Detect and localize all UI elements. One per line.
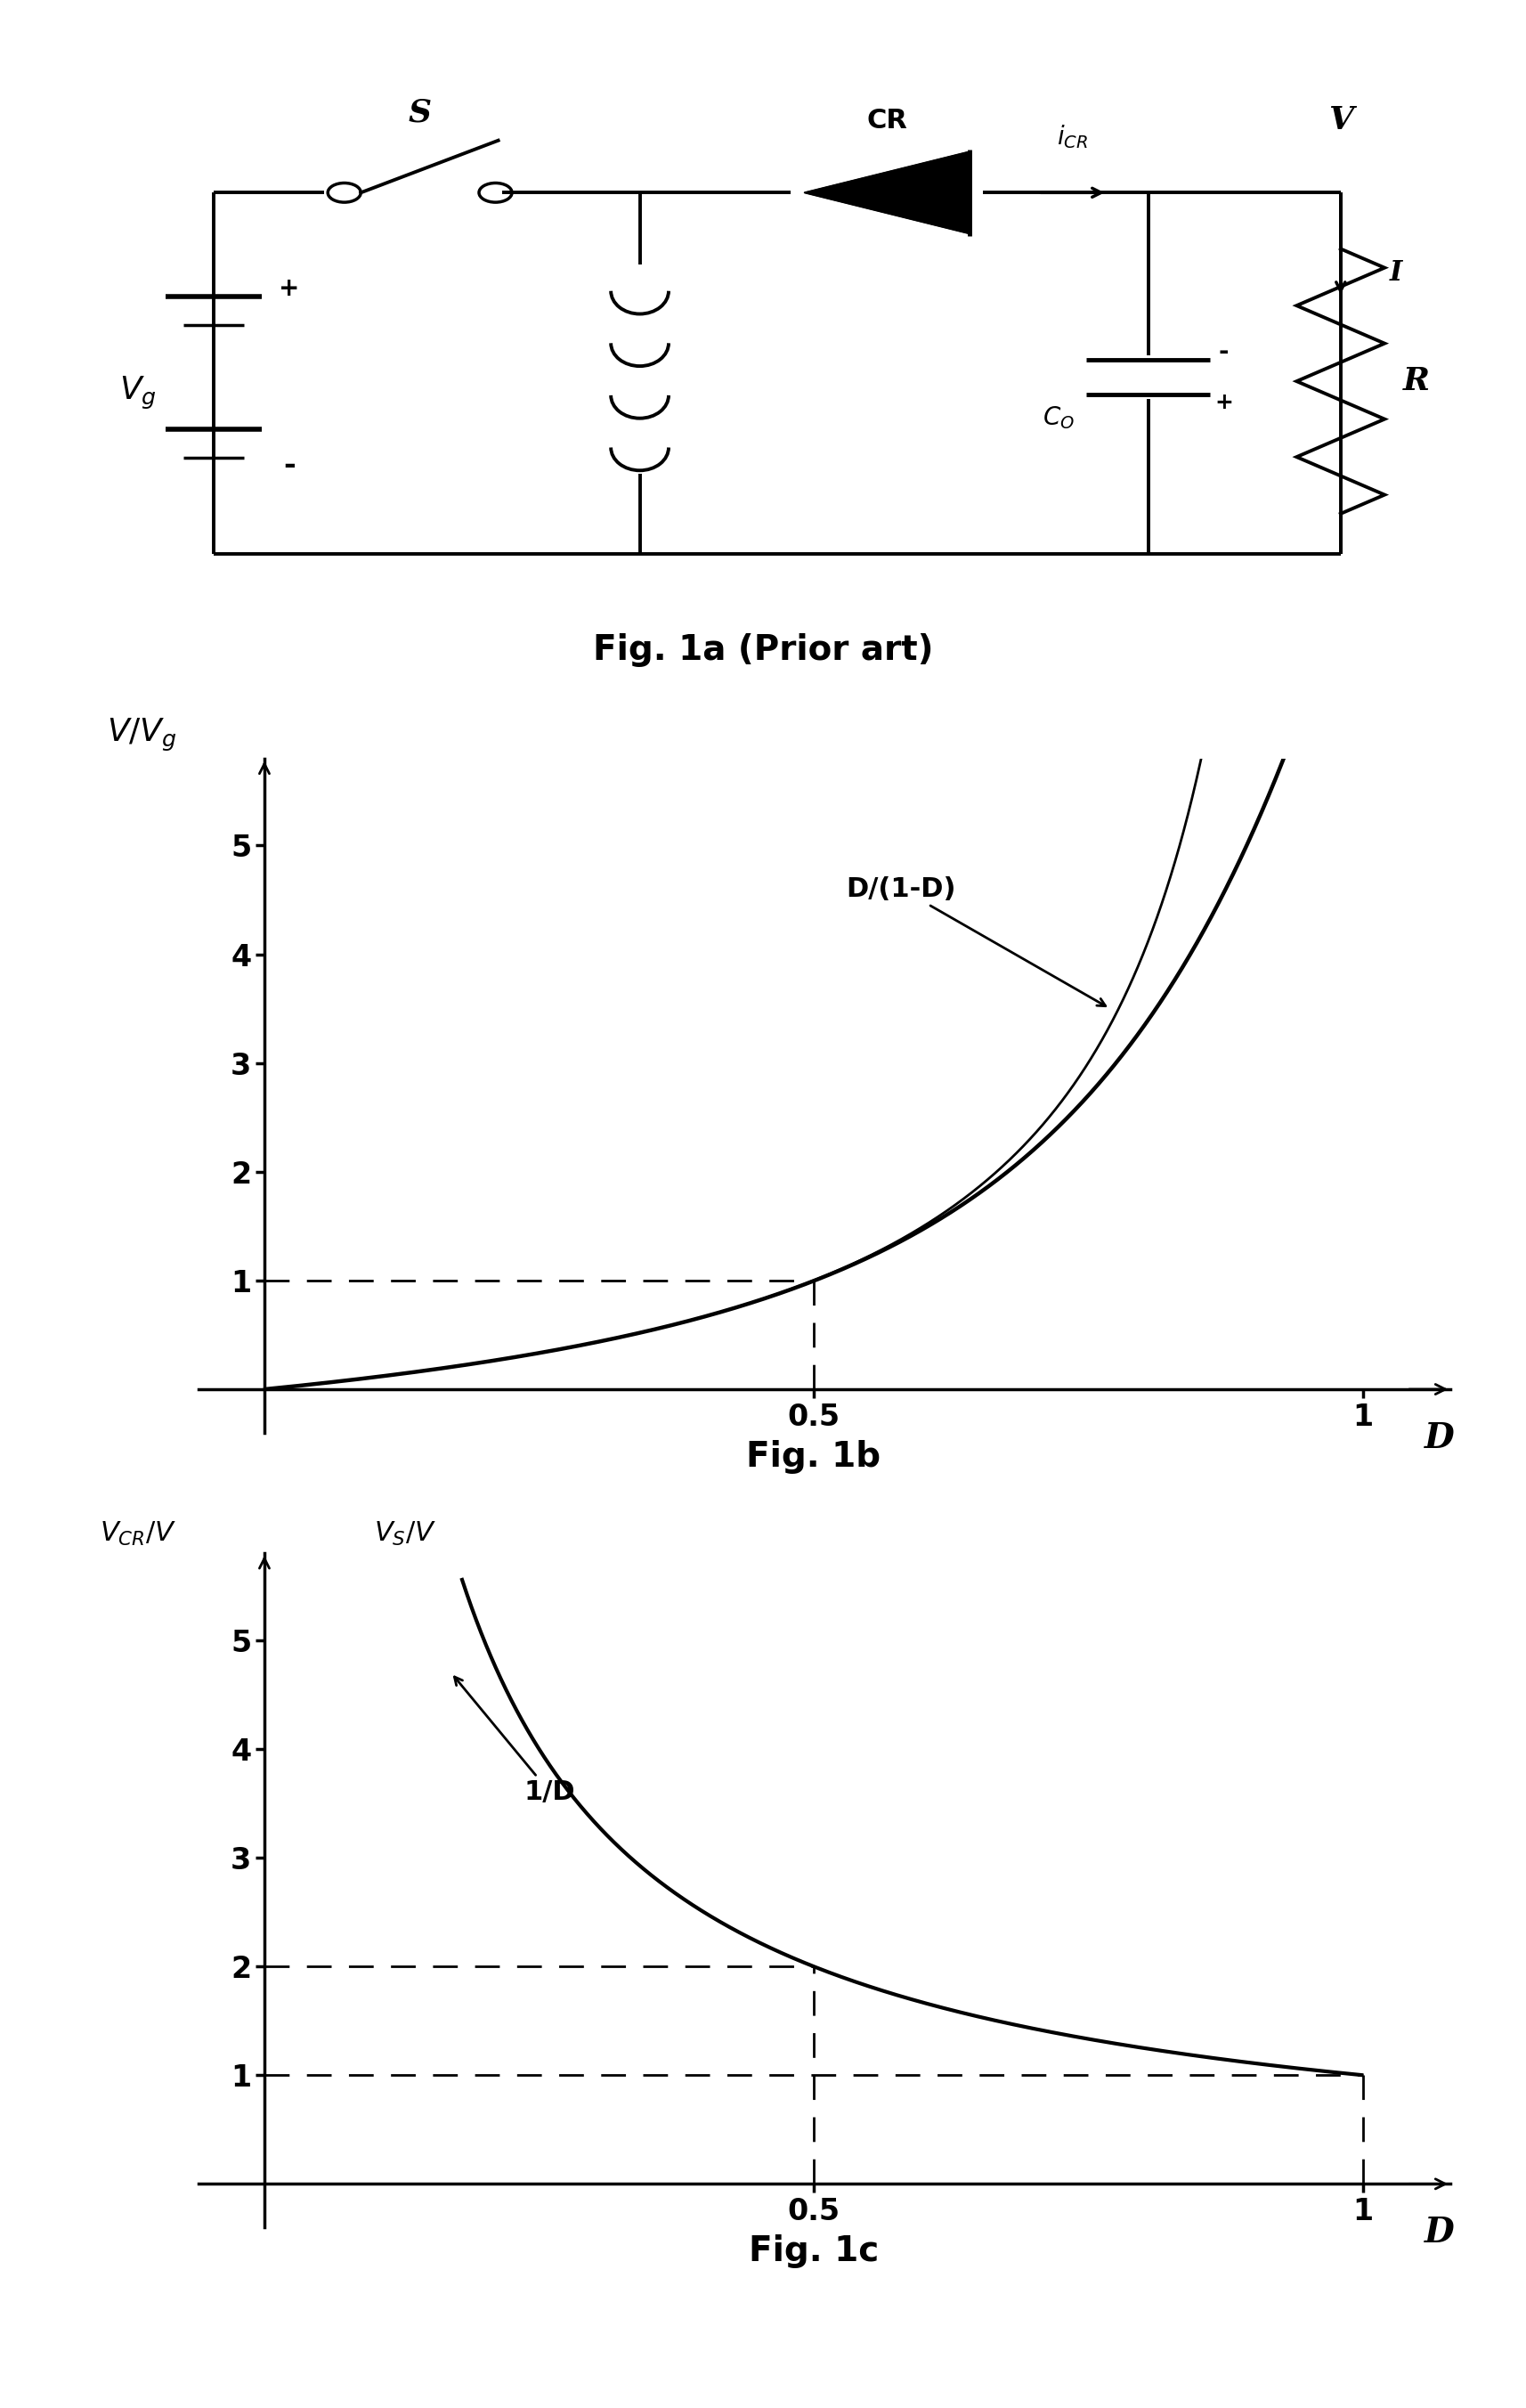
Text: $i_{CR}$: $i_{CR}$ [1056,123,1088,149]
Text: $V/V_g$: $V/V_g$ [107,718,177,754]
Text: +: + [1213,393,1233,414]
Text: 1/D: 1/D [455,1676,575,1806]
Text: S: S [407,96,432,128]
Polygon shape [804,152,969,234]
Text: Fig. 1b: Fig. 1b [746,1440,881,1474]
Text: $V_S/V$: $V_S/V$ [374,1519,436,1548]
Text: V: V [1328,106,1352,135]
Text: $C_O$: $C_O$ [1042,405,1074,431]
Text: D: D [1424,1421,1454,1454]
Text: +: + [279,277,299,301]
Text: D: D [1424,2215,1454,2249]
Text: Fig. 1c: Fig. 1c [748,2235,877,2268]
Text: D/(1-D): D/(1-D) [845,877,1105,1007]
Text: Fig. 1a (Prior art): Fig. 1a (Prior art) [592,633,934,667]
Text: I: I [1389,260,1401,287]
Text: $V_g$: $V_g$ [119,376,157,412]
Text: -: - [1218,340,1228,364]
Text: R: R [1402,366,1428,397]
Text: CR: CR [867,108,906,132]
Text: -: - [282,450,296,479]
Text: $V_{CR}/V$: $V_{CR}/V$ [99,1519,177,1548]
